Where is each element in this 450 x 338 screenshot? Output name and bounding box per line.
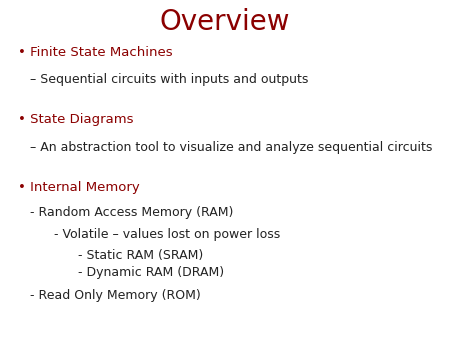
Text: - Random Access Memory (RAM): - Random Access Memory (RAM) [18,207,234,219]
Text: – Sequential circuits with inputs and outputs: – Sequential circuits with inputs and ou… [18,73,308,86]
Text: • Internal Memory: • Internal Memory [18,181,140,194]
Text: • Finite State Machines: • Finite State Machines [18,46,173,59]
Text: • State Diagrams: • State Diagrams [18,114,134,126]
Text: Overview: Overview [160,8,290,36]
Text: – An abstraction tool to visualize and analyze sequential circuits: – An abstraction tool to visualize and a… [18,141,432,153]
Text: - Static RAM (SRAM): - Static RAM (SRAM) [18,249,203,262]
Text: - Volatile – values lost on power loss: - Volatile – values lost on power loss [18,228,280,241]
Text: - Read Only Memory (ROM): - Read Only Memory (ROM) [18,289,201,302]
Text: - Dynamic RAM (DRAM): - Dynamic RAM (DRAM) [18,266,224,279]
